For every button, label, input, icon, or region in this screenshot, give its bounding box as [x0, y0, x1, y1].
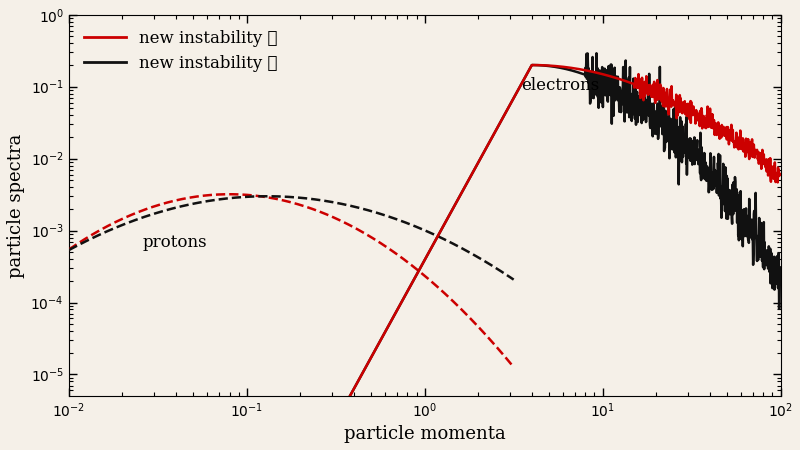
Text: electrons: electrons	[522, 77, 600, 94]
X-axis label: particle momenta: particle momenta	[344, 425, 506, 443]
Legend: new instability ✓, new instability ✗: new instability ✓, new instability ✗	[77, 23, 284, 79]
Text: protons: protons	[142, 234, 207, 251]
Y-axis label: particle spectra: particle spectra	[7, 133, 25, 278]
